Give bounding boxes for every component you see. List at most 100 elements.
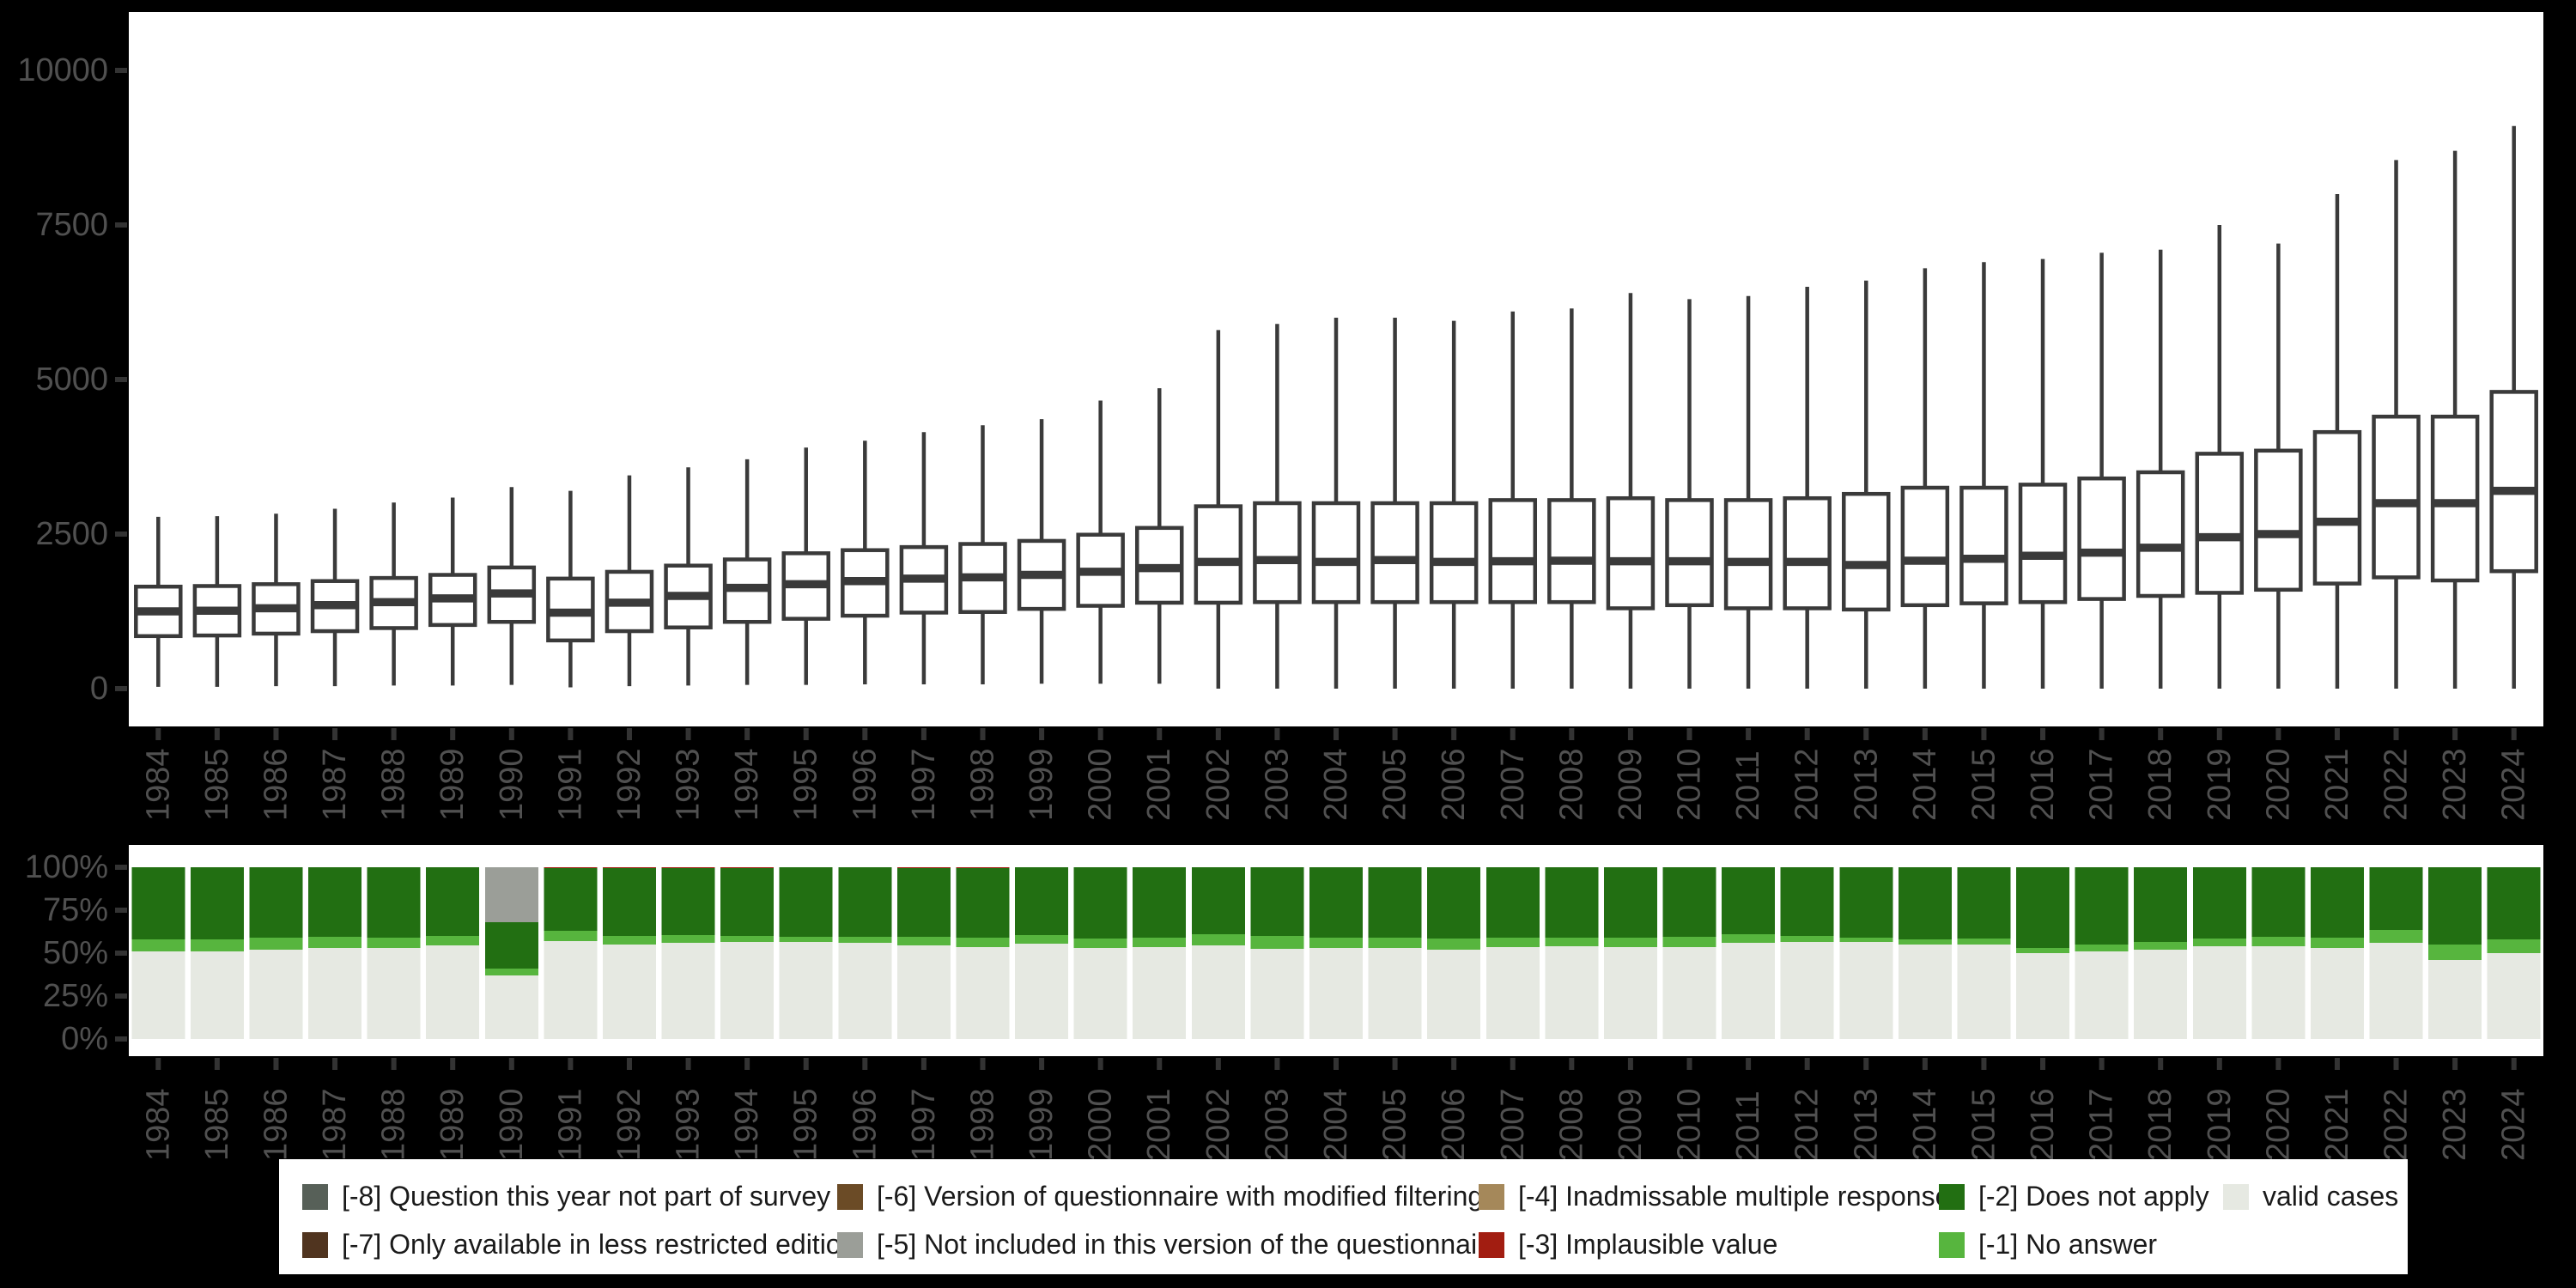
bar-year-1984 <box>131 867 185 1039</box>
bar-segment <box>190 939 244 951</box>
x-tick-label-year: 1987 <box>317 748 353 821</box>
legend-item-not-included-version: [-5] Not included in this version of the… <box>837 1229 1502 1261</box>
bar-segment <box>1133 938 1187 947</box>
x-tick-label-year: 2013 <box>1848 1088 1884 1161</box>
x-tick-label-year: 2007 <box>1495 748 1531 821</box>
boxplot-year-1992 <box>605 475 654 687</box>
boxplot-year-2017 <box>2077 252 2126 689</box>
bar-segment <box>1662 867 1716 937</box>
iqr-box <box>1429 501 1479 605</box>
boxplot-year-1988 <box>369 502 418 686</box>
bar-segment <box>1898 867 1952 939</box>
x-tick-label-year: 1990 <box>494 1088 530 1161</box>
x-tick-label-year: 2017 <box>2084 1088 2120 1161</box>
x-tick-label-year: 1994 <box>729 748 765 821</box>
iqr-box <box>2018 483 2068 605</box>
bar-segment <box>1073 939 1127 948</box>
y-tick-label: 7500 <box>35 207 108 243</box>
x-tick-label-year: 2015 <box>1965 1088 2002 1161</box>
x-tick-label-year: 1999 <box>1024 748 1060 821</box>
legend-label-no-answer: [-1] No answer <box>1978 1229 2158 1260</box>
x-tick-label-year: 1988 <box>376 1088 412 1161</box>
boxplot-year-1998 <box>958 425 1007 684</box>
x-tick-label-year: 2024 <box>2496 1088 2532 1161</box>
bar-segment <box>249 867 303 938</box>
bar-year-2017 <box>2075 867 2129 1039</box>
x-tick-label-year: 2016 <box>2025 1088 2061 1161</box>
bar-segment <box>1250 949 1304 1039</box>
x-tick-label-year: 2015 <box>1965 748 2002 821</box>
boxplot-year-2008 <box>1547 308 1596 689</box>
bar-segment <box>1250 936 1304 949</box>
iqr-box <box>1665 498 1714 608</box>
bar-segment <box>249 938 303 950</box>
boxplot-year-2013 <box>1842 280 1891 689</box>
bar-segment <box>1485 947 1540 1039</box>
bar-segment <box>1015 944 1069 1039</box>
boxplot-year-2021 <box>2312 194 2362 689</box>
bar-x-axis: 1984 1985 1986 1987 1988 1989 1990 1991 1992 1993… <box>140 1058 2532 1161</box>
legend-label-not-part-of-survey: [-8] Question this year not part of surv… <box>342 1181 831 1212</box>
bar-segment <box>1368 867 1422 938</box>
bar-segment <box>308 937 362 948</box>
x-tick-label-year: 1993 <box>671 748 707 821</box>
bar-year-1998 <box>956 867 1010 1039</box>
bar-segment <box>896 945 951 1039</box>
x-tick-label-year: 2023 <box>2437 1088 2473 1161</box>
legend-label-not-included-version: [-5] Not included in this version of the… <box>877 1229 1502 1260</box>
boxplot-year-1987 <box>310 508 360 687</box>
legend-item-modified-filtering: [-6] Version of questionnaire with modif… <box>837 1181 1483 1212</box>
x-tick-label-year: 2014 <box>1907 1088 1943 1161</box>
boxplot-year-2005 <box>1370 318 1419 689</box>
bar-segment <box>2075 867 2129 945</box>
bar-year-1990 <box>484 867 538 1039</box>
x-tick-label-year: 2023 <box>2437 748 2473 821</box>
legend-swatch-implausible-value <box>1479 1231 1504 1258</box>
legend-item-valid-cases: valid cases <box>2223 1181 2398 1212</box>
bar-segment <box>2016 867 2070 948</box>
iqr-box <box>1723 498 1773 611</box>
bar-year-2000 <box>1073 867 1127 1039</box>
boxplot-year-2009 <box>1606 293 1656 689</box>
bar-year-1991 <box>544 867 598 1039</box>
x-tick-label-year: 2000 <box>1083 748 1119 821</box>
y-tick-label: 0 <box>90 671 108 707</box>
bar-segment <box>1603 947 1657 1039</box>
bar-year-2003 <box>1250 867 1304 1039</box>
x-tick-label-year: 2001 <box>1141 748 1177 821</box>
x-tick-label-year: 1984 <box>140 1088 176 1161</box>
bar-segment <box>2428 960 2482 1039</box>
bar-segment <box>779 942 833 1039</box>
legend-swatch-inadmissable-multiple <box>1479 1183 1504 1210</box>
x-tick-label-year: 1989 <box>434 1088 471 1161</box>
bar-segment <box>2310 938 2364 948</box>
boxplot-year-1986 <box>252 513 301 687</box>
bar-segment <box>1957 939 2011 945</box>
bar-segment <box>1191 945 1245 1039</box>
boxplot-year-2023 <box>2430 150 2480 689</box>
bar-segment <box>2134 867 2188 942</box>
boxplot-year-2002 <box>1194 330 1243 689</box>
boxplot-year-2019 <box>2195 225 2245 689</box>
y-tick-label: 10000 <box>17 52 108 88</box>
bar-segment <box>1309 867 1363 938</box>
x-tick-label-year: 1986 <box>258 1088 294 1161</box>
x-tick-label-year: 2006 <box>1436 748 1472 821</box>
bar-segment <box>2428 867 2482 945</box>
bar-year-2012 <box>1780 867 1834 1039</box>
legend-item-no-answer: [-1] No answer <box>1939 1229 2157 1261</box>
bar-year-2010 <box>1662 867 1716 1039</box>
x-tick-label-year: 2016 <box>2025 748 2061 821</box>
bar-segment <box>308 948 362 1039</box>
x-tick-label-year: 1996 <box>847 748 883 821</box>
bar-year-2002 <box>1191 867 1245 1039</box>
iqr-box <box>2136 470 2185 598</box>
bar-segment <box>779 867 833 937</box>
bar-segment <box>1073 948 1127 1039</box>
x-tick-label-year: 2022 <box>2379 748 2415 821</box>
bar-segment <box>661 935 715 943</box>
x-tick-label-year: 2009 <box>1613 1088 1649 1161</box>
bar-segment <box>1133 867 1187 938</box>
x-tick-label-year: 2012 <box>1789 748 1826 821</box>
bar-segment <box>484 867 538 922</box>
